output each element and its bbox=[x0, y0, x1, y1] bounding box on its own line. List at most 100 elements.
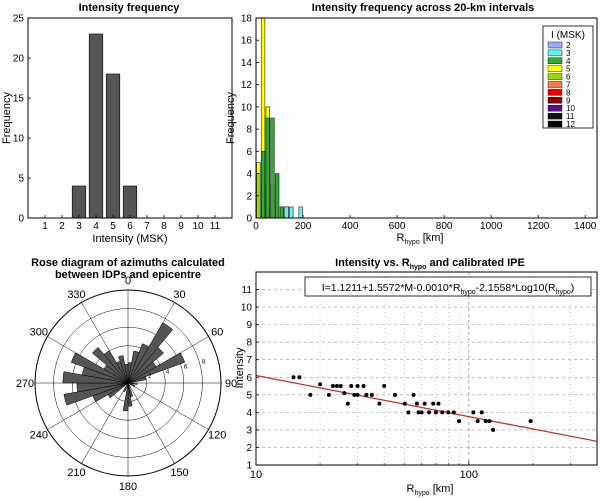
equation-part: I=1.1211+1.5572*M-0.0010*R bbox=[322, 282, 461, 294]
rose-petal bbox=[103, 350, 129, 384]
data-point bbox=[355, 384, 360, 389]
data-point bbox=[451, 410, 456, 415]
legend-label-11: 11 bbox=[566, 112, 575, 121]
rose-angle-label: 300 bbox=[30, 327, 48, 339]
panel1-title: Intensity frequency bbox=[79, 2, 181, 14]
x-tick-label: 11 bbox=[210, 221, 221, 232]
panel2-x-label: Rhypo [km] bbox=[397, 232, 444, 246]
x-tick-label: 9 bbox=[178, 221, 184, 232]
legend-swatch-11 bbox=[547, 112, 563, 120]
legend-label-7: 7 bbox=[566, 81, 571, 90]
legend-label-5: 5 bbox=[566, 65, 571, 74]
rose-radial-ticks: 2 4 6 8 bbox=[148, 360, 206, 380]
rose-petal bbox=[63, 382, 129, 406]
panel2-x-ticks: 0 200 400 600 800 1000 1200 1400 bbox=[253, 215, 597, 232]
panel4-x-ticks: 10 100 bbox=[250, 461, 598, 481]
rose-petal bbox=[127, 382, 138, 385]
rose-radial-tick-label: 4 bbox=[166, 369, 170, 375]
histogram-bar-i3 bbox=[289, 206, 294, 219]
y-tick-label: 2 bbox=[246, 443, 252, 454]
legend-label-12: 12 bbox=[566, 120, 575, 129]
y-tick-label: 11 bbox=[242, 285, 253, 296]
x-tick-label: 1 bbox=[42, 221, 48, 232]
y-tick-label: 6 bbox=[246, 373, 252, 384]
data-point bbox=[318, 382, 323, 387]
data-point bbox=[393, 392, 398, 397]
y-tick-label: 16 bbox=[241, 36, 253, 47]
panel4-grid bbox=[255, 272, 598, 466]
data-point bbox=[479, 410, 484, 415]
y-tick-label: 0 bbox=[18, 214, 24, 225]
data-point bbox=[471, 410, 476, 415]
y-tick-label: 9 bbox=[246, 320, 252, 331]
legend-label-6: 6 bbox=[566, 73, 571, 82]
panel2-x-label-main: R bbox=[397, 232, 405, 244]
equation-box bbox=[304, 276, 592, 297]
x-tick-label: 400 bbox=[342, 221, 359, 232]
legend-swatch-10 bbox=[547, 104, 563, 112]
equation-text: I=1.1211+1.5572*M-0.0010*Rhypo-2.1558*Lo… bbox=[322, 282, 575, 296]
panel4-y-ticks: 1 2 3 4 5 6 7 8 9 10 11 bbox=[241, 285, 259, 472]
rose-angle-label: 330 bbox=[67, 289, 85, 301]
histogram-bar-i4 bbox=[260, 151, 266, 219]
rose-spoke bbox=[81, 382, 129, 464]
rose-petal bbox=[118, 355, 129, 384]
x-tick-label: 7 bbox=[144, 221, 150, 232]
panel1-y-label: Frequency bbox=[1, 92, 13, 144]
y-tick-label: 4 bbox=[246, 169, 252, 180]
x-tick-label: 0 bbox=[253, 221, 259, 232]
legend-swatch-7 bbox=[547, 81, 563, 88]
legend-swatch-5 bbox=[547, 65, 563, 72]
y-tick-label: 12 bbox=[241, 80, 253, 91]
legend-title: I (MSK) bbox=[551, 30, 585, 41]
data-point bbox=[334, 384, 339, 389]
y-tick-label: 2 bbox=[246, 191, 252, 202]
legend-label-3: 3 bbox=[566, 49, 571, 58]
data-point bbox=[436, 401, 441, 406]
x-tick-label: 200 bbox=[295, 221, 312, 232]
y-tick-label: 20 bbox=[13, 54, 25, 65]
x-tick-label: 800 bbox=[436, 221, 453, 232]
data-point bbox=[291, 375, 296, 380]
equation-subscript: hypo bbox=[556, 289, 571, 296]
y-tick-label: 10 bbox=[241, 303, 253, 314]
data-point bbox=[297, 375, 302, 380]
data-point bbox=[364, 392, 369, 397]
legend-label-4: 4 bbox=[566, 57, 571, 66]
panel2-bars bbox=[256, 17, 303, 219]
data-point bbox=[308, 392, 313, 397]
panel4-axes-box bbox=[255, 271, 598, 466]
rose-radial-tick-label: 8 bbox=[202, 360, 206, 366]
panel3-title-line2: between IDPs and epicentre bbox=[55, 269, 201, 281]
intensity-bar bbox=[88, 33, 104, 219]
y-tick-label: 10 bbox=[241, 102, 253, 113]
legend-swatch-8 bbox=[547, 89, 563, 96]
data-point bbox=[427, 410, 432, 415]
panel4-points bbox=[291, 375, 533, 432]
legend-label-8: 8 bbox=[566, 88, 571, 97]
rose-petal bbox=[127, 347, 164, 384]
x-tick-label: 6 bbox=[127, 221, 133, 232]
panel1-bars bbox=[71, 33, 138, 219]
panel4-title: Intensity vs. Rhypo and calibrated IPE bbox=[335, 257, 525, 271]
data-point bbox=[369, 392, 374, 397]
data-point bbox=[457, 419, 462, 424]
x-tick-label: 1200 bbox=[527, 221, 550, 232]
rose-angle-label: 270 bbox=[16, 378, 34, 390]
panel2-axes-box bbox=[255, 17, 598, 219]
data-point bbox=[491, 427, 496, 432]
y-tick-label: 5 bbox=[18, 174, 24, 185]
panel3-title-line1: Rose diagram of azimuths calculated bbox=[31, 257, 225, 269]
panel4-title-post: and calibrated IPE bbox=[426, 257, 524, 269]
rose-angle-labels: 0 30 60 90 120 150 180 210 240 270 300 330 bbox=[16, 275, 237, 493]
rose-petal bbox=[122, 382, 129, 412]
data-point bbox=[352, 392, 357, 397]
data-point bbox=[411, 392, 416, 397]
legend-swatch-9 bbox=[547, 97, 563, 104]
intensity-bar bbox=[105, 73, 121, 219]
rose-petal bbox=[70, 352, 129, 384]
panel1-y-ticks: 0 5 10 15 20 25 bbox=[13, 14, 31, 225]
x-tick-label: 600 bbox=[389, 221, 406, 232]
rose-spoke bbox=[127, 382, 175, 464]
equation-part: ) bbox=[571, 282, 575, 294]
